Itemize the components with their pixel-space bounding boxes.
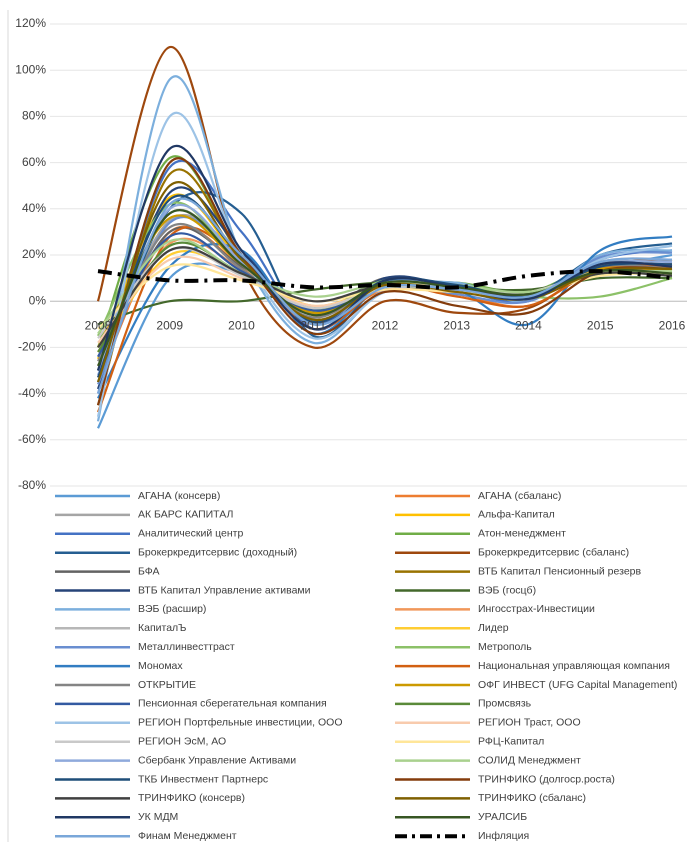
legend-label: ТКБ Инвестмент Партнерс: [138, 773, 268, 785]
legend-label: ТРИНФИКО (сбаланс): [478, 792, 586, 804]
legend-label: ВЭБ (госцб): [478, 584, 536, 596]
legend-label: ВТБ Капитал Пенсионный резерв: [478, 565, 641, 577]
legend-label: Брокеркредитсервис (доходный): [138, 546, 297, 558]
series-line: [97, 235, 673, 399]
legend-label: Ингосстрах-Инвестиции: [478, 603, 595, 615]
legend-label: Лидер: [478, 622, 509, 634]
legend-label: Национальная управляющая компания: [478, 660, 670, 672]
legend-label: Брокеркредитсервис (сбаланс): [478, 546, 629, 558]
x-tick-label: 2011: [300, 318, 326, 332]
legend-label: АГАНА (сбаланс): [478, 490, 561, 502]
y-tick-label: 40%: [22, 201, 46, 215]
legend-label: Метрополь: [478, 641, 532, 653]
y-tick-label: -80%: [18, 478, 46, 492]
legend-label: УК МДМ: [138, 811, 178, 823]
legend-label: РЕГИОН ЭсМ, АО: [138, 735, 226, 747]
legend-label: Сбербанк Управление Активами: [138, 754, 296, 766]
legend-label: ВТБ Капитал Управление активами: [138, 584, 311, 596]
series-line: [96, 197, 673, 394]
y-tick-label: 100%: [15, 62, 46, 76]
x-tick-label: 2014: [515, 318, 542, 332]
legend-label: АГАНА (консерв): [138, 490, 220, 502]
x-tick-label: 2015: [587, 318, 614, 332]
legend-label: ТРИНФИКО (консерв): [138, 792, 245, 804]
series-line: [96, 157, 673, 406]
legend-label: АК БАРС КАПИТАЛ: [138, 509, 233, 521]
legend-label: КапиталЪ: [138, 622, 186, 634]
y-tick-label: 20%: [22, 247, 46, 261]
legend-label: ТРИНФИКО (долгоср.роста): [478, 773, 615, 785]
legend-label: Альфа-Капитал: [478, 509, 555, 521]
y-tick-label: 60%: [22, 155, 46, 169]
legend-label: БФА: [138, 565, 160, 577]
x-tick-label: 2016: [659, 318, 686, 332]
legend-label: ОТКРЫТИЕ: [138, 679, 196, 691]
legend-label: ВЭБ (расшир): [138, 603, 206, 615]
series-line: [96, 144, 673, 371]
series-line: [96, 181, 673, 383]
x-tick-label: 2009: [156, 318, 183, 332]
legend-label: УРАЛСИБ: [478, 811, 527, 823]
inflation-line: [97, 269, 673, 290]
legend-label: Металлинвесттраст: [138, 641, 235, 653]
series-line: [97, 209, 673, 367]
legend-label: Мономах: [138, 660, 183, 672]
y-tick-label: -20%: [18, 340, 46, 354]
y-tick-label: 120%: [15, 16, 46, 30]
legend-label: Атон-менеджмент: [478, 528, 566, 540]
legend-label: Промсвязь: [478, 698, 532, 710]
legend-label: РФЦ-Капитал: [478, 735, 544, 747]
y-tick-label: -40%: [18, 386, 46, 400]
x-tick-label: 2013: [443, 318, 470, 332]
legend-label: ОФГ ИНВЕСТ (UFG Capital Management): [478, 679, 677, 691]
series-line: [97, 225, 673, 383]
legend-label: СОЛИД Менеджмент: [478, 754, 581, 766]
legend-label: Финам Менеджмент: [138, 830, 237, 842]
legend-label: РЕГИОН Портфельные инвестиции, ООО: [138, 717, 343, 729]
x-tick-label: 2012: [372, 318, 399, 332]
x-tick-label: 2008: [85, 318, 112, 332]
y-tick-label: 0%: [29, 293, 47, 307]
legend-label: РЕГИОН Траст, ООО: [478, 717, 581, 729]
legend-label: Инфляция: [478, 830, 529, 842]
x-tick-label: 2010: [228, 318, 255, 332]
legend-label: Пенсионная сберегательная компания: [138, 698, 327, 710]
legend-label: Аналитический центр: [138, 528, 243, 540]
series-line: [97, 263, 673, 330]
y-tick-label: -60%: [18, 432, 46, 446]
y-tick-label: 80%: [22, 109, 46, 123]
